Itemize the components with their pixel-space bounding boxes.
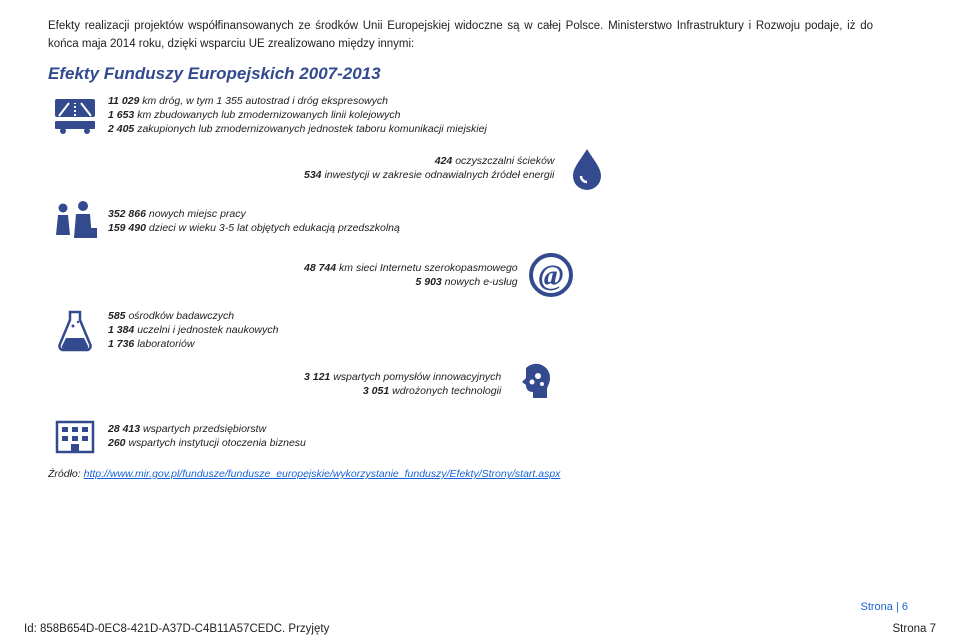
stat-value: 1 384 [108, 324, 134, 336]
section-business: 28 413 wspartych przedsiębiorstw 260 wsp… [48, 416, 912, 456]
stat-label: oczyszczalni ścieków [455, 155, 554, 167]
stat-value: 48 744 [304, 262, 336, 274]
flask-icon [48, 308, 102, 352]
stat-value: 585 [108, 310, 126, 322]
footer-id: Id: 858B654D-0EC8-421D-A37D-C4B11A57CEDC… [24, 623, 329, 635]
intro-text: Efekty realizacji projektów współfinanso… [48, 18, 873, 54]
stat-value: 534 [304, 169, 322, 181]
stat-label: km zbudowanych lub zmodernizowanych lini… [137, 109, 400, 121]
stat-value: 3 121 [304, 371, 330, 383]
section-employment: 352 866 nowych miejsc pracy 159 490 dzie… [48, 200, 912, 242]
people-icon [48, 200, 102, 242]
stat-value: 1 653 [108, 109, 134, 121]
stat-label: wspartych instytucji otoczenia biznesu [128, 437, 305, 449]
stat-label: wspartych przedsiębiorstw [143, 423, 266, 435]
stat-label: km dróg, w tym 1 355 autostrad i dróg ek… [142, 95, 388, 107]
section-internet: 48 744 km sieci Internetu szerokopasmowe… [298, 252, 912, 298]
infographic-headline: Efekty Funduszy Europejskich 2007-2013 [48, 64, 912, 84]
stat-value: 424 [435, 155, 453, 167]
section-transport: 11 029 km dróg, w tym 1 355 autostrad i … [48, 94, 912, 137]
section-research: 585 ośrodków badawczych 1 384 uczelni i … [48, 308, 912, 352]
stat-value: 1 736 [108, 338, 134, 350]
stat-label: wdrożonych technologii [392, 385, 501, 397]
stat-value: 352 866 [108, 208, 146, 220]
stat-label: uczelni i jednostek naukowych [137, 324, 278, 336]
section-innovation: 3 121 wspartych pomysłów innowacyjnych 3… [298, 362, 912, 406]
page-number-box: Strona | 6 [861, 601, 909, 613]
footer-page: Strona 7 [893, 623, 936, 635]
stat-label: nowych e-usług [445, 276, 518, 288]
highway-icon [48, 95, 102, 135]
at-sign-icon: @ [524, 252, 578, 298]
building-icon [48, 416, 102, 456]
stat-value: 159 490 [108, 222, 146, 234]
svg-text:@: @ [538, 259, 563, 292]
stat-value: 11 029 [108, 95, 139, 107]
stat-value: 5 903 [415, 276, 441, 288]
stat-value: 2 405 [108, 123, 134, 135]
stat-label: wspartych pomysłów innowacyjnych [333, 371, 501, 383]
stat-value: 28 413 [108, 423, 140, 435]
stat-label: ośrodków badawczych [128, 310, 234, 322]
section-environment: 424 oczyszczalni ścieków 534 inwestycji … [298, 146, 912, 190]
source-link[interactable]: http://www.mir.gov.pl/fundusze/fundusze_… [84, 468, 561, 480]
stat-label: inwestycji w zakresie odnawialnych źróde… [324, 169, 554, 181]
stat-label: dzieci w wieku 3-5 lat objętych edukacją… [149, 222, 400, 234]
stat-label: km sieci Internetu szerokopasmowego [339, 262, 518, 274]
source-line: Źródło: http://www.mir.gov.pl/fundusze/f… [48, 468, 912, 480]
stat-value: 3 051 [363, 385, 389, 397]
stat-label: nowych miejsc pracy [149, 208, 246, 220]
water-drop-icon [560, 146, 614, 190]
stat-label: zakupionych lub zmodernizowanych jednost… [137, 123, 487, 135]
brain-head-icon [507, 362, 561, 406]
source-label: Źródło: [48, 468, 84, 480]
stat-label: laboratoriów [137, 338, 194, 350]
stat-value: 260 [108, 437, 126, 449]
